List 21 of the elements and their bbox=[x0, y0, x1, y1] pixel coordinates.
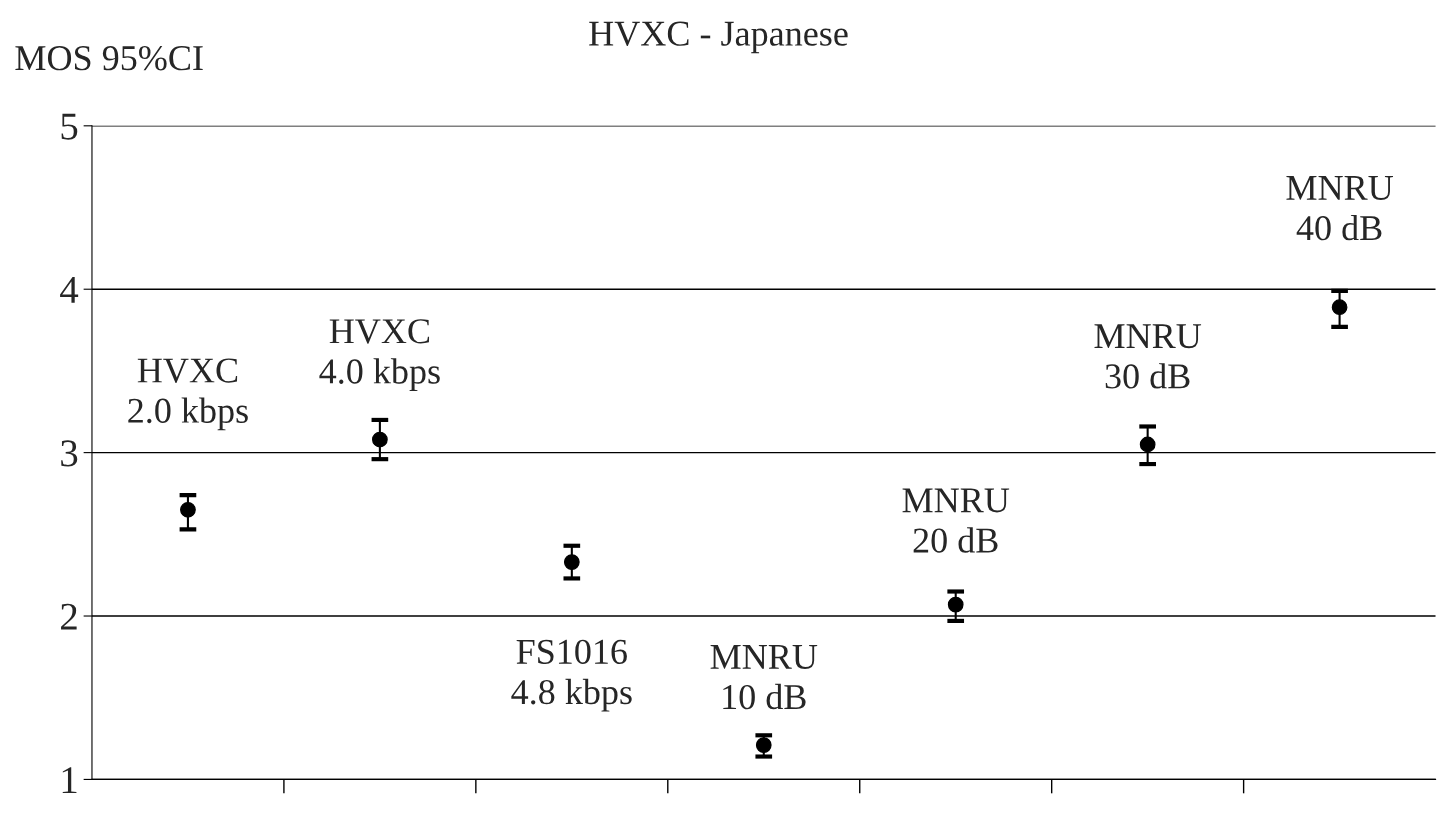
annotation: HVXC 2.0 kbps bbox=[128, 358, 248, 431]
chart-title: HVXC - Japanese bbox=[589, 21, 848, 54]
y-tick-label: 5 bbox=[61, 113, 78, 140]
annotation: MNRU 30 dB bbox=[1094, 324, 1202, 389]
point bbox=[1331, 299, 1348, 316]
point bbox=[372, 431, 388, 448]
y-axis-title: MOS 95%CI bbox=[15, 45, 203, 71]
point bbox=[563, 554, 580, 570]
annotation: MNRU 20 dB bbox=[902, 488, 1010, 553]
annotation: FS1016 4.8 kbps bbox=[511, 639, 632, 712]
y-tick-label: 1 bbox=[62, 767, 77, 793]
point bbox=[947, 596, 964, 613]
y-tick-label: 2 bbox=[61, 603, 77, 630]
point bbox=[1139, 436, 1156, 453]
y-tick-label: 4 bbox=[60, 277, 79, 303]
annotation: MNRU 40 dB bbox=[1286, 176, 1394, 241]
point bbox=[755, 737, 772, 753]
annotation: HVXC 4.0 kbps bbox=[319, 319, 440, 392]
point bbox=[180, 501, 196, 518]
annotation: MNRU 10 dB bbox=[710, 645, 818, 710]
y-tick-label: 3 bbox=[61, 440, 78, 467]
